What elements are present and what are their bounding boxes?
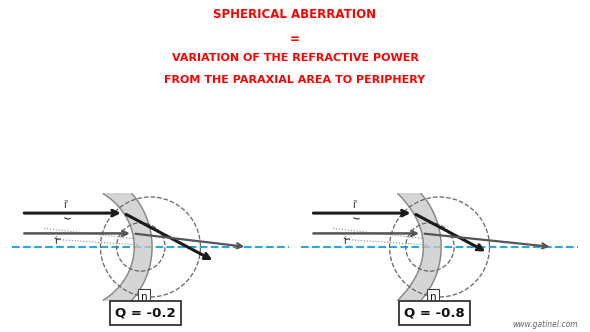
- Text: i: i: [54, 236, 57, 246]
- Text: n: n: [430, 292, 437, 302]
- Text: i': i': [352, 200, 358, 209]
- Text: VARIATION OF THE REFRACTIVE POWER: VARIATION OF THE REFRACTIVE POWER: [172, 53, 418, 63]
- Text: i': i': [63, 200, 68, 209]
- Text: =: =: [290, 33, 300, 46]
- Text: n: n: [140, 292, 148, 302]
- Text: Q = -0.2: Q = -0.2: [115, 306, 176, 320]
- Text: FROM THE PARAXIAL AREA TO PERIPHERY: FROM THE PARAXIAL AREA TO PERIPHERY: [165, 75, 425, 85]
- Polygon shape: [398, 194, 441, 300]
- Polygon shape: [103, 194, 152, 300]
- Text: Q = -0.8: Q = -0.8: [404, 306, 465, 320]
- Text: www.gatinel.com: www.gatinel.com: [513, 320, 578, 329]
- Text: SPHERICAL ABERRATION: SPHERICAL ABERRATION: [214, 8, 376, 21]
- Text: i: i: [343, 236, 346, 246]
